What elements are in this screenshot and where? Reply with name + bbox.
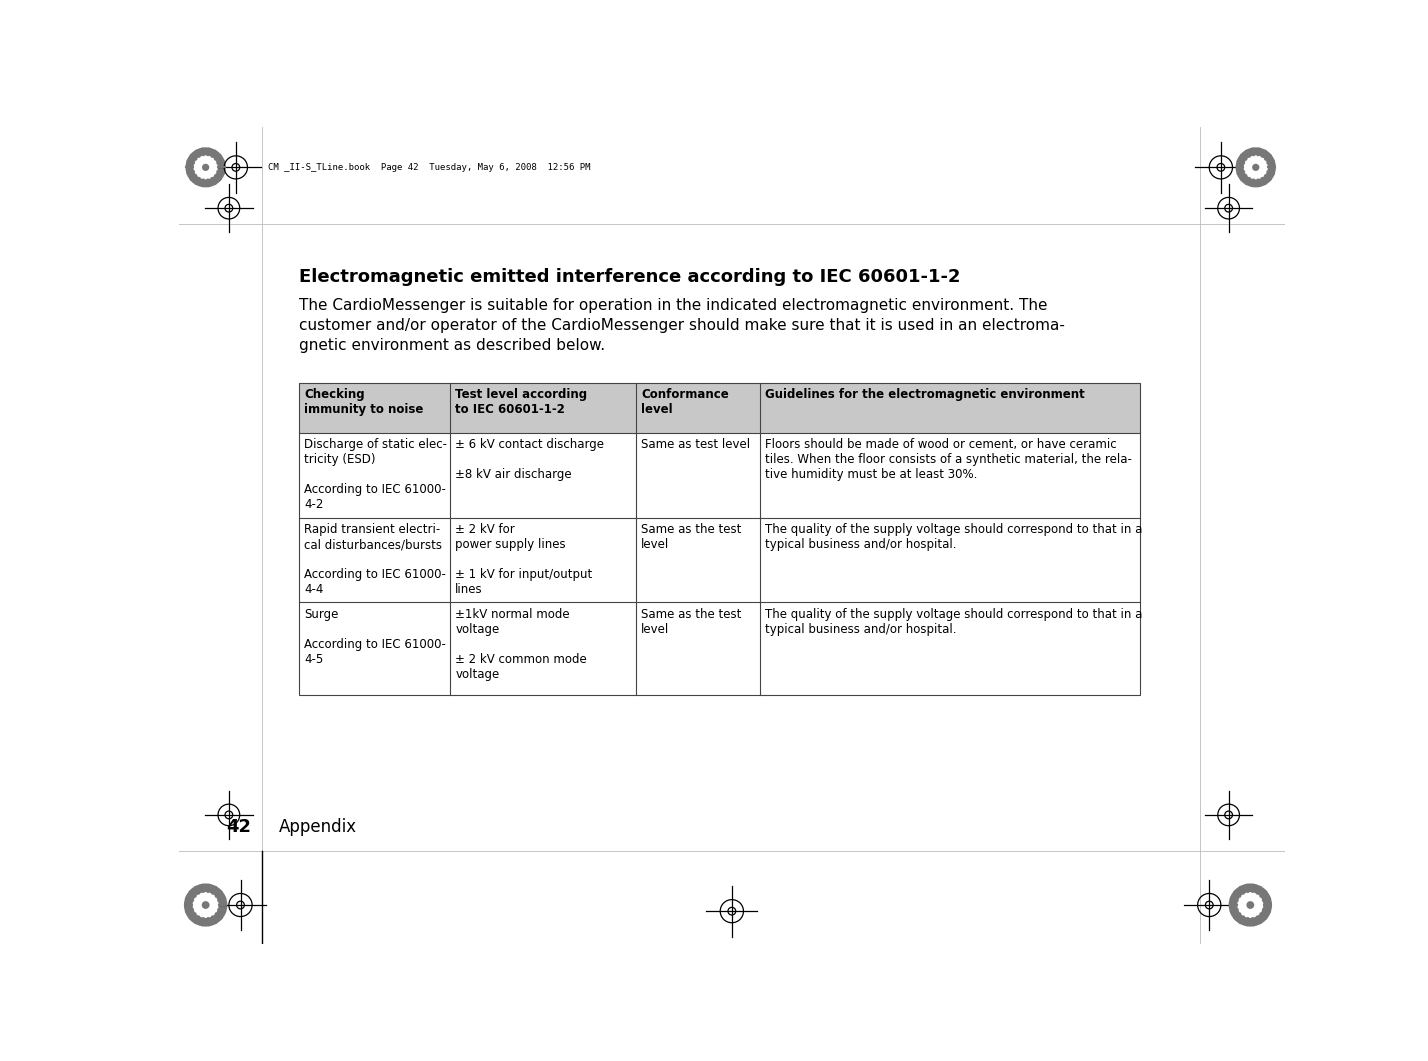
Text: Electromagnetic emitted interference according to IEC 60601-1-2: Electromagnetic emitted interference acc… bbox=[298, 268, 960, 286]
Text: customer and/or operator of the CardioMessenger should make sure that it is used: customer and/or operator of the CardioMe… bbox=[298, 318, 1064, 333]
Bar bbox=[298, 518, 1140, 603]
Text: The quality of the supply voltage should correspond to that in a
typical busines: The quality of the supply voltage should… bbox=[765, 608, 1142, 636]
Text: Rapid transient electri-
cal disturbances/bursts

According to IEC 61000-
4-4: Rapid transient electri- cal disturbance… bbox=[304, 523, 446, 596]
Bar bbox=[298, 433, 1140, 518]
Text: The CardioMessenger is suitable for operation in the indicated electromagnetic e: The CardioMessenger is suitable for oper… bbox=[298, 298, 1047, 313]
Text: Floors should be made of wood or cement, or have ceramic
tiles. When the floor c: Floors should be made of wood or cement,… bbox=[765, 438, 1132, 482]
Text: Guidelines for the electromagnetic environment: Guidelines for the electromagnetic envir… bbox=[765, 388, 1085, 401]
Circle shape bbox=[186, 147, 226, 188]
Text: Same as test level: Same as test level bbox=[641, 438, 750, 451]
Text: Same as the test
level: Same as the test level bbox=[641, 608, 741, 636]
Text: The quality of the supply voltage should correspond to that in a
typical busines: The quality of the supply voltage should… bbox=[765, 523, 1142, 551]
Text: Conformance
level: Conformance level bbox=[641, 388, 728, 416]
Circle shape bbox=[1237, 892, 1264, 918]
Text: Discharge of static elec-
tricity (ESD)

According to IEC 61000-
4-2: Discharge of static elec- tricity (ESD) … bbox=[304, 438, 447, 511]
Circle shape bbox=[1247, 901, 1254, 909]
Text: 42: 42 bbox=[227, 818, 251, 836]
Text: Same as the test
level: Same as the test level bbox=[641, 523, 741, 551]
Circle shape bbox=[1235, 147, 1275, 188]
Text: Test level according
to IEC 60601-1-2: Test level according to IEC 60601-1-2 bbox=[456, 388, 587, 416]
Text: ±1kV normal mode
voltage

± 2 kV common mode
voltage: ±1kV normal mode voltage ± 2 kV common m… bbox=[456, 608, 587, 681]
Circle shape bbox=[193, 892, 218, 918]
Text: gnetic environment as described below.: gnetic environment as described below. bbox=[298, 338, 604, 353]
Text: CM _II-S_TLine.book  Page 42  Tuesday, May 6, 2008  12:56 PM: CM _II-S_TLine.book Page 42 Tuesday, May… bbox=[267, 162, 590, 172]
Text: ± 2 kV for
power supply lines

± 1 kV for input/output
lines: ± 2 kV for power supply lines ± 1 kV for… bbox=[456, 523, 593, 596]
Circle shape bbox=[194, 155, 217, 179]
Text: Checking
immunity to noise: Checking immunity to noise bbox=[304, 388, 424, 416]
Circle shape bbox=[184, 884, 227, 926]
Text: Appendix: Appendix bbox=[280, 818, 357, 836]
Bar bbox=[298, 603, 1140, 695]
Circle shape bbox=[201, 901, 210, 909]
Text: Surge

According to IEC 61000-
4-5: Surge According to IEC 61000- 4-5 bbox=[304, 608, 446, 666]
Bar bbox=[298, 383, 1140, 433]
Circle shape bbox=[201, 163, 210, 171]
Text: ± 6 kV contact discharge

±8 kV air discharge: ± 6 kV contact discharge ±8 kV air disch… bbox=[456, 438, 604, 482]
Circle shape bbox=[1252, 163, 1259, 171]
Circle shape bbox=[1228, 884, 1272, 926]
Bar bbox=[298, 383, 1140, 695]
Circle shape bbox=[1244, 155, 1268, 179]
